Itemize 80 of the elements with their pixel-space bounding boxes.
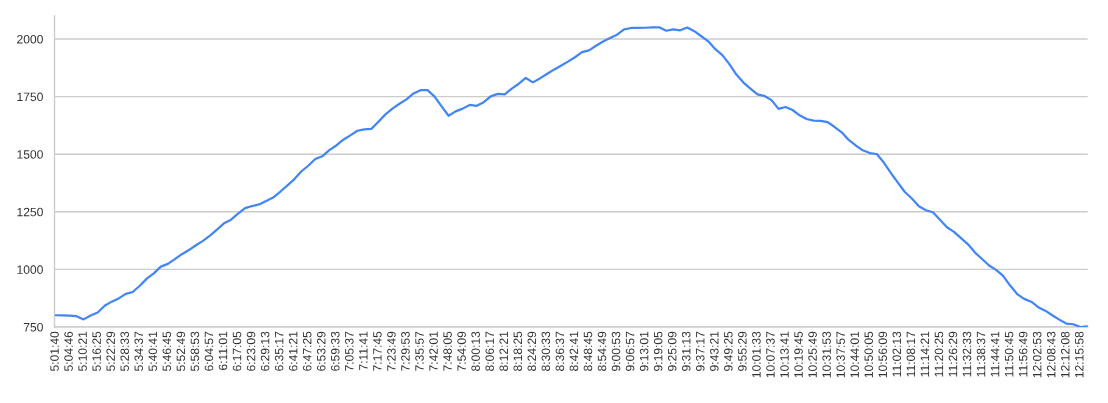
x-tick-label: 7:11:41 bbox=[359, 331, 368, 370]
y-tick-label: 1500 bbox=[17, 150, 43, 159]
x-tick-label: 5:10:21 bbox=[78, 331, 87, 371]
x-tick-label: 9:19:05 bbox=[653, 331, 663, 371]
x-tick-label: 10:31:53 bbox=[822, 331, 831, 378]
x-tick-label: 11:08:17 bbox=[906, 331, 916, 377]
x-tick-label: 9:31:13 bbox=[681, 331, 691, 371]
y-tick-label: 750 bbox=[23, 322, 43, 332]
x-tick-label: 12:02:53 bbox=[1032, 331, 1042, 378]
x-tick-label: 8:36:37 bbox=[555, 331, 565, 371]
x-tick-label: 8:06:17 bbox=[485, 331, 494, 371]
x-tick-label: 7:29:53 bbox=[401, 331, 410, 371]
x-tick-label: 5:28:33 bbox=[120, 331, 129, 371]
x-tick-label: 5:58:53 bbox=[190, 331, 200, 371]
x-tick-label: 5:22:29 bbox=[106, 331, 115, 371]
x-tick-label: 10:37:57 bbox=[836, 331, 845, 378]
x-tick-label: 12:15:58 bbox=[1075, 331, 1084, 378]
x-tick-label: 7:54:09 bbox=[457, 331, 466, 371]
x-tick-label: 8:24:29 bbox=[527, 331, 537, 371]
x-tick-label: 10:01:33 bbox=[752, 331, 761, 378]
x-tick-label: 6:23:09 bbox=[246, 331, 256, 371]
x-tick-label: 8:00:13 bbox=[471, 331, 480, 371]
x-tick-label: 6:35:17 bbox=[274, 331, 284, 371]
x-tick-label: 10:56:09 bbox=[878, 331, 888, 378]
x-tick-label: 6:11:01 bbox=[218, 331, 228, 370]
x-tick-label: 5:40:41 bbox=[148, 331, 158, 371]
x-tick-label: 10:25:49 bbox=[808, 331, 817, 378]
x-tick-label: 9:00:53 bbox=[611, 331, 621, 371]
x-tick-label: 6:04:57 bbox=[204, 331, 214, 371]
x-tick-label: 7:48:05 bbox=[443, 331, 452, 371]
x-tick-label: 7:35:57 bbox=[415, 331, 424, 371]
x-tick-label: 7:17:45 bbox=[373, 331, 382, 371]
x-tick-label: 5:52:49 bbox=[176, 331, 186, 371]
x-tick-label: 8:30:33 bbox=[541, 331, 551, 371]
x-tick-label: 6:47:25 bbox=[302, 331, 312, 371]
x-tick-label: 5:01:40 bbox=[50, 331, 59, 371]
x-tick-label: 12:12:08 bbox=[1060, 331, 1070, 378]
x-tick-label: 6:53:29 bbox=[316, 331, 326, 371]
y-tick-label: 1000 bbox=[17, 265, 43, 274]
x-tick-label: 11:50:45 bbox=[1004, 331, 1014, 377]
x-tick-label: 9:13:01 bbox=[639, 331, 649, 371]
x-tick-label: 6:29:13 bbox=[260, 331, 270, 371]
x-tick-label: 11:26:29 bbox=[948, 331, 958, 377]
x-tick-label: 11:56:49 bbox=[1018, 331, 1028, 377]
x-tick-label: 6:59:33 bbox=[331, 331, 340, 371]
x-tick-label: 10:19:45 bbox=[794, 331, 803, 378]
x-tick-label: 9:25:09 bbox=[667, 331, 677, 371]
x-tick-label: 9:06:57 bbox=[625, 331, 635, 371]
x-tick-label: 12:08:43 bbox=[1046, 331, 1056, 378]
x-tick-label: 10:50:05 bbox=[864, 331, 873, 378]
x-tick-label: 6:41:21 bbox=[288, 331, 298, 371]
x-tick-label: 11:32:33 bbox=[962, 331, 972, 377]
x-tick-label: 8:48:45 bbox=[583, 331, 593, 371]
x-tick-label: 10:07:37 bbox=[766, 331, 775, 378]
x-tick-label: 5:46:45 bbox=[162, 331, 172, 371]
x-tick-label: 10:44:01 bbox=[850, 331, 859, 378]
x-tick-label: 11:02:13 bbox=[892, 331, 902, 377]
x-tick-label: 7:23:49 bbox=[387, 331, 396, 371]
x-tick-label: 9:37:17 bbox=[695, 331, 705, 371]
y-tick-label: 1750 bbox=[17, 92, 43, 102]
x-tick-label: 7:42:01 bbox=[429, 331, 438, 371]
x-tick-label: 7:05:37 bbox=[345, 331, 354, 371]
x-tick-label: 11:38:37 bbox=[976, 331, 986, 377]
x-tick-label: 8:18:25 bbox=[513, 331, 523, 371]
x-tick-label: 5:04:46 bbox=[64, 331, 73, 371]
x-tick-label: 9:55:29 bbox=[738, 331, 747, 371]
x-tick-label: 11:14:21 bbox=[920, 331, 930, 377]
x-tick-label: 9:43:21 bbox=[710, 331, 719, 371]
y-tick-label: 1250 bbox=[17, 207, 43, 217]
x-tick-label: 9:49:25 bbox=[724, 331, 733, 371]
x-tick-label: 5:16:25 bbox=[92, 331, 101, 371]
x-tick-label: 10:13:41 bbox=[780, 331, 789, 378]
x-tick-label: 11:20:25 bbox=[934, 331, 944, 377]
y-tick-label: 2000 bbox=[17, 34, 43, 44]
x-tick-label: 8:12:21 bbox=[499, 331, 509, 371]
x-tick-label: 6:17:05 bbox=[232, 331, 242, 371]
x-tick-label: 11:44:41 bbox=[990, 331, 1000, 377]
x-tick-label: 5:34:37 bbox=[134, 331, 144, 371]
x-tick-label: 8:54:49 bbox=[597, 331, 607, 371]
x-tick-label: 8:42:41 bbox=[569, 331, 579, 371]
